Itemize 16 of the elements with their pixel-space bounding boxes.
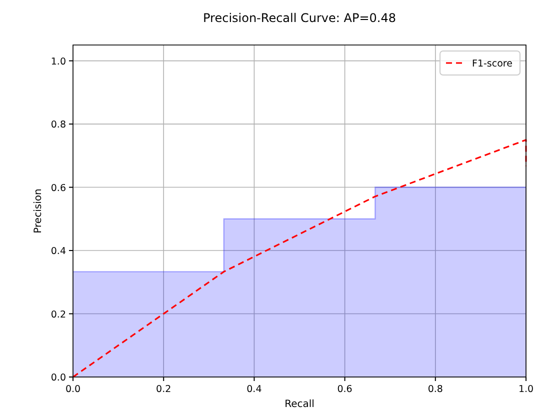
x-tick-label: 0.2 [156,384,172,395]
x-axis-title: Recall [284,399,314,410]
x-tick-label: 1.0 [518,384,534,395]
chart-title: Precision-Recall Curve: AP=0.48 [203,11,396,25]
y-axis-title: Precision [33,188,44,234]
y-tick-label: 0.2 [50,309,66,320]
y-tick-label: 1.0 [50,56,66,68]
y-tick-label: 0.0 [50,372,66,384]
y-tick-label: 0.4 [50,246,66,258]
x-tick-label: 0.4 [246,384,262,395]
x-tick-label: 0.6 [337,384,352,395]
x-tick-label: 0.0 [65,384,81,395]
legend-label: F1-score [472,58,513,70]
y-tick-label: 0.8 [50,120,66,131]
y-tick-label: 0.6 [50,182,66,194]
x-tick-label: 0.8 [428,384,443,395]
